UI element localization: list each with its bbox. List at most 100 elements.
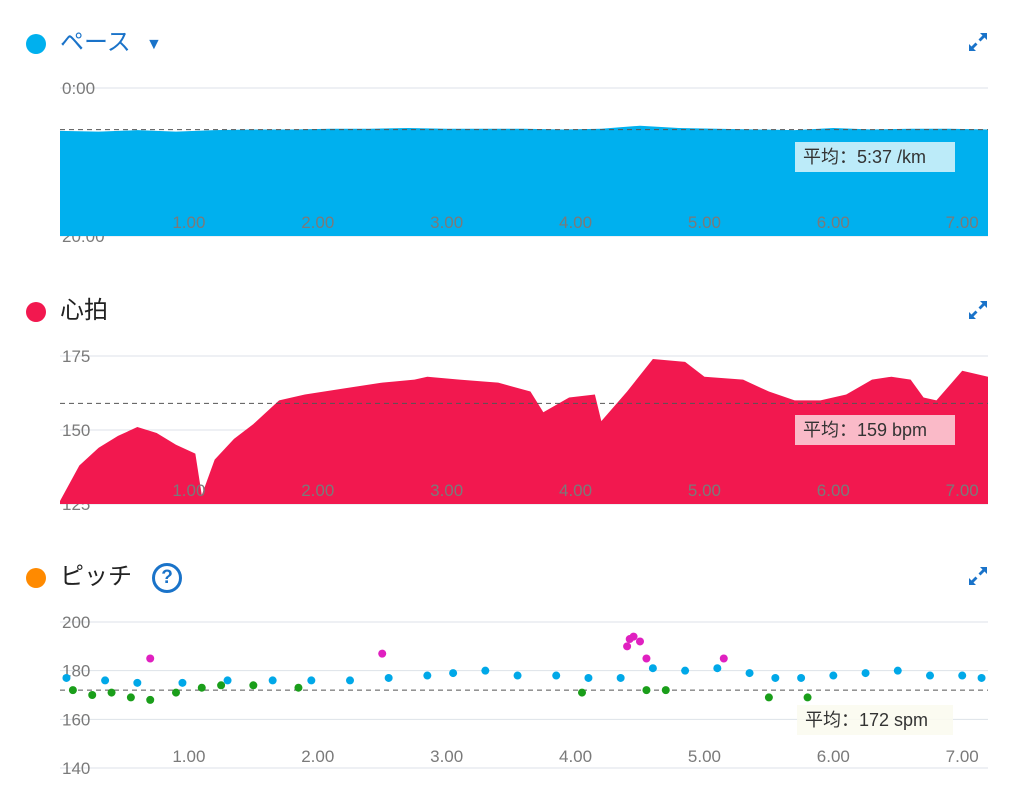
cadence-point	[178, 678, 187, 687]
heart-area	[60, 358, 988, 504]
cadence-point	[977, 673, 986, 682]
x-tick-label: 3.00	[430, 481, 463, 500]
pace-title[interactable]: ペース	[60, 29, 131, 56]
x-tick-label: 5.00	[688, 481, 721, 500]
cadence-point	[893, 666, 902, 675]
cadence-point	[764, 693, 773, 702]
cadence-point	[958, 671, 967, 680]
y-tick-label: 175	[62, 347, 90, 366]
x-tick-label: 1.00	[172, 213, 205, 232]
cadence-point	[307, 676, 316, 685]
average-label-bg	[795, 142, 955, 172]
x-tick-label: 6.00	[817, 481, 850, 500]
cadence-header: ピッチ ?	[0, 556, 1023, 596]
average-label: 平均：5:37 /km	[803, 147, 926, 167]
x-tick-label: 1.00	[172, 747, 205, 766]
cadence-point	[384, 673, 393, 682]
x-tick-label: 3.00	[430, 213, 463, 232]
cadence-point	[217, 681, 226, 690]
heart-panel: 心拍 175 150 125 1.00 2.00 3.00 4.00 5.00 6.00 7.00…	[0, 290, 1023, 520]
caret-down-icon[interactable]: ▼	[146, 36, 162, 53]
x-tick-label: 4.00	[559, 747, 592, 766]
cadence-dot	[26, 568, 46, 588]
x-tick-label: 2.00	[301, 747, 334, 766]
y-tick-label: 150	[62, 421, 90, 440]
x-tick-label: 3.00	[430, 747, 463, 766]
help-icon[interactable]: ?	[152, 563, 182, 593]
cadence-point	[552, 671, 561, 680]
y-tick-label: 160	[62, 710, 90, 729]
cadence-point	[268, 676, 277, 685]
cadence-point	[623, 642, 632, 651]
cadence-point	[829, 671, 838, 680]
average-label-bg	[797, 705, 953, 735]
cadence-panel: ピッチ ? 200 180 160 140 1.00 2.00 3.00 4.00 5.00 6.…	[0, 556, 1023, 806]
heart-dot	[26, 302, 46, 322]
average-label-bg	[795, 415, 955, 445]
x-tick-label: 7.00	[946, 481, 979, 500]
cadence-point	[642, 686, 651, 695]
cadence-point	[126, 693, 135, 702]
x-tick-label: 5.00	[688, 213, 721, 232]
expand-icon[interactable]	[966, 298, 990, 322]
cadence-point	[88, 691, 97, 699]
heart-title: 心拍	[60, 297, 108, 324]
cadence-point	[449, 669, 458, 678]
cadence-point	[745, 669, 754, 678]
heart-header: 心拍	[0, 290, 1023, 330]
cadence-point	[578, 688, 586, 697]
x-tick-label: 5.00	[688, 747, 721, 766]
cadence-point	[681, 666, 690, 675]
cadence-point	[797, 673, 806, 682]
cadence-point	[223, 676, 232, 685]
cadence-point	[172, 688, 180, 697]
cadence-point	[803, 693, 812, 702]
cadence-point	[378, 649, 387, 658]
cadence-point	[616, 673, 625, 682]
average-label: 平均：172 spm	[805, 710, 928, 730]
cadence-point	[423, 671, 432, 680]
y-tick-label: 0:00	[62, 79, 95, 98]
cadence-point	[294, 683, 303, 692]
cadence-point	[513, 671, 522, 680]
cadence-point	[197, 683, 206, 692]
x-tick-label: 4.00	[559, 213, 592, 232]
cadence-title: ピッチ	[60, 563, 132, 590]
cadence-point	[771, 673, 780, 682]
x-tick-label: 2.00	[301, 481, 334, 500]
pace-header: ペース ▼	[0, 22, 1023, 62]
expand-icon[interactable]	[966, 30, 990, 54]
cadence-point	[101, 676, 110, 685]
cadence-point	[719, 654, 728, 663]
cadence-point	[926, 671, 934, 680]
y-tick-label: 200	[62, 613, 90, 632]
average-label: 平均：159 bpm	[803, 420, 927, 440]
cadence-point	[713, 664, 722, 673]
expand-icon[interactable]	[966, 564, 990, 588]
x-tick-label: 4.00	[559, 481, 592, 500]
cadence-point	[62, 673, 71, 682]
pace-dot	[26, 34, 46, 54]
x-tick-label: 7.00	[946, 213, 979, 232]
cadence-point	[584, 673, 593, 682]
cadence-point	[481, 666, 490, 675]
x-tick-label: 7.00	[946, 747, 979, 766]
cadence-point	[629, 632, 638, 641]
cadence-point	[861, 669, 870, 678]
cadence-point	[642, 654, 651, 663]
x-tick-label: 2.00	[301, 213, 334, 232]
cadence-point	[648, 664, 657, 673]
pace-area	[60, 125, 988, 236]
cadence-point	[346, 676, 354, 685]
cadence-point	[636, 637, 644, 646]
pace-panel: ペース ▼ 0:0010:0020:001.002.003.004.005.00…	[0, 22, 1023, 252]
x-tick-label: 1.00	[172, 481, 205, 500]
cadence-point	[107, 688, 116, 697]
y-tick-label: 140	[62, 759, 90, 778]
cadence-point	[133, 678, 142, 687]
x-tick-label: 6.00	[817, 747, 850, 766]
pace-chart: 0:0010:0020:001.002.003.004.005.006.007.…	[60, 79, 988, 246]
cadence-point	[146, 654, 155, 663]
cadence-point	[249, 681, 258, 690]
